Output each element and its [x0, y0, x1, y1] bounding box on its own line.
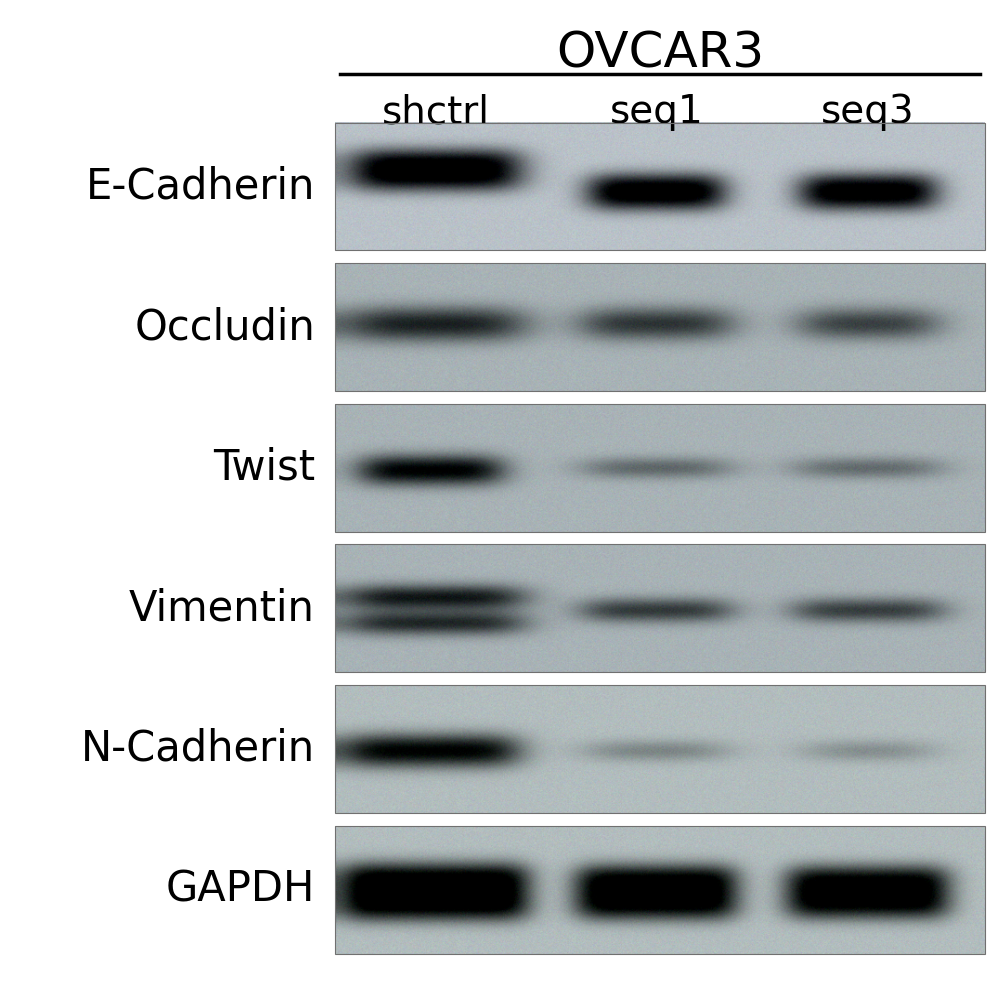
Text: OVCAR3: OVCAR3 — [556, 29, 764, 77]
Bar — [335, 263, 985, 391]
Bar — [335, 544, 985, 672]
Text: shctrl: shctrl — [382, 93, 490, 131]
Text: seq3: seq3 — [821, 93, 915, 131]
Text: seq1: seq1 — [610, 93, 704, 131]
Text: E-Cadherin: E-Cadherin — [86, 166, 315, 208]
Bar — [335, 685, 985, 813]
Bar — [335, 404, 985, 532]
Bar — [335, 123, 985, 250]
Text: Twist: Twist — [213, 446, 315, 489]
Text: Occludin: Occludin — [134, 306, 315, 348]
Text: N-Cadherin: N-Cadherin — [81, 728, 315, 770]
Bar — [335, 826, 985, 954]
Text: Vimentin: Vimentin — [129, 588, 315, 630]
Text: GAPDH: GAPDH — [166, 868, 315, 910]
